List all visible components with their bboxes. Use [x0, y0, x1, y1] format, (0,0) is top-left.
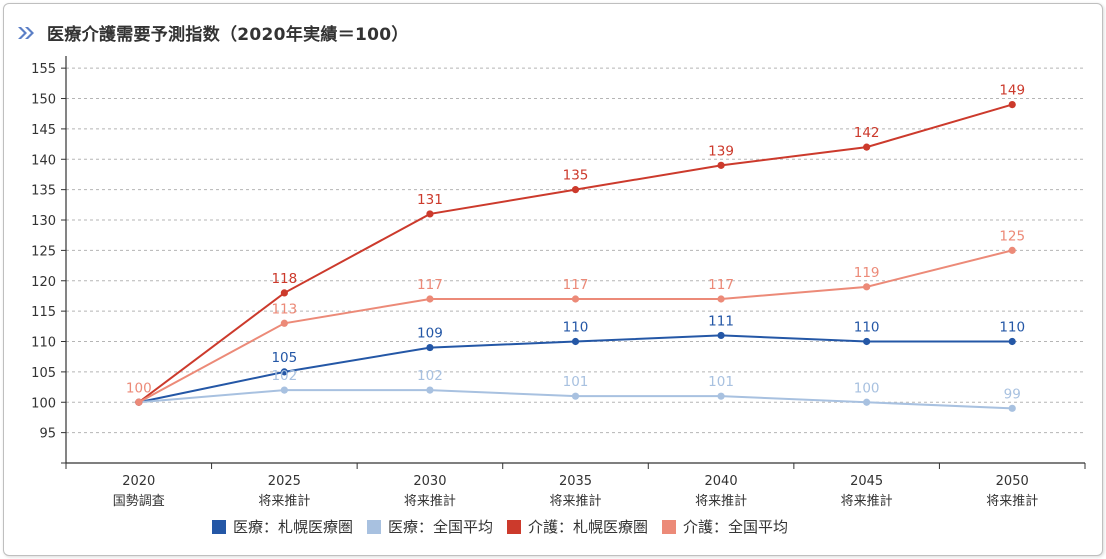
data-point-s3-2 [426, 295, 434, 303]
data-label-s0-6: 110 [999, 320, 1025, 336]
legend-item-0[interactable]: 医療：札幌医療圏 [212, 516, 353, 537]
legend-swatch-2 [507, 519, 522, 534]
data-point-s2-1 [280, 289, 288, 297]
legend-swatch-0 [212, 519, 226, 534]
data-label-s2-5: 142 [854, 125, 880, 141]
data-label-s2-4: 139 [708, 143, 734, 159]
series-line-2 [138, 103, 1013, 404]
chart-frame [3, 3, 1103, 556]
x-label-year-2040: 2040 [705, 474, 738, 489]
y-tick-label-95: 95 [39, 427, 56, 442]
x-label-sub-2050: 将来推計 [986, 493, 1038, 509]
data-label-s2-3: 135 [563, 168, 589, 184]
data-label-s3-2: 117 [417, 277, 443, 293]
x-label-sub-2030: 将来推計 [404, 493, 456, 509]
data-point-s1-5 [863, 398, 871, 406]
data-point-s3-4 [717, 295, 725, 303]
legend-label-1: 医療：全国平均 [388, 518, 494, 536]
y-tick-label-130: 130 [31, 214, 56, 229]
data-point-s0-2 [426, 343, 434, 352]
data-point-s1-1 [280, 386, 288, 394]
data-point-s2-3 [571, 186, 580, 194]
data-label-s3-1: 113 [271, 301, 297, 317]
y-tick-label-110: 110 [31, 336, 56, 351]
x-label-year-2030: 2030 [413, 474, 446, 489]
data-point-s2-4 [717, 161, 725, 169]
chart-header: 医療介護需要予測指数（2020年実績＝100） [17, 20, 409, 45]
x-label-sub-2020: 国勢調査 [113, 494, 165, 509]
double-chevron-icon [18, 26, 34, 39]
data-label-s1-4: 101 [708, 374, 734, 390]
y-tick-label-120: 120 [31, 275, 56, 290]
data-point-s1-2 [426, 386, 434, 394]
legend-label-0: 医療：札幌医療圏 [233, 518, 354, 536]
data-label-s3-5: 119 [854, 265, 880, 281]
data-point-s2-5 [863, 143, 871, 151]
chart-title: 医療介護需要予測指数（2020年実績＝100） [47, 25, 409, 45]
legend-item-2[interactable]: 介護：札幌医療圏 [507, 516, 648, 537]
data-point-s0-4 [717, 331, 725, 340]
data-point-s3-3 [571, 295, 580, 303]
legend-item-1[interactable]: 医療：全国平均 [367, 516, 493, 537]
data-label-s1-2: 102 [417, 368, 443, 384]
data-point-s3-5 [863, 283, 871, 291]
data-point-s0-6 [1008, 337, 1016, 346]
data-label-s0-4: 111 [708, 313, 734, 329]
data-point-s1-6 [1008, 404, 1016, 412]
legend: 医療：札幌医療圏 医療：全国平均 介護：札幌医療圏 介護：全国平均 [212, 516, 802, 537]
data-label-s1-1: 102 [271, 368, 297, 384]
x-label-year-2025: 2025 [268, 474, 301, 489]
data-point-s3-6 [1008, 246, 1016, 254]
y-tick-label-140: 140 [31, 153, 56, 168]
data-point-s3-1 [280, 319, 288, 327]
x-label-sub-2040: 将来推計 [695, 493, 747, 509]
data-point-s1-4 [717, 392, 725, 400]
data-label-s0-5: 110 [854, 320, 880, 336]
data-label-s0-3: 110 [563, 320, 589, 336]
y-tick-label-155: 155 [31, 62, 56, 77]
data-label-s1-6: 99 [1004, 386, 1021, 402]
data-label-s2-1: 118 [271, 271, 297, 287]
x-label-sub-2035: 将来推計 [549, 493, 601, 509]
x-label-year-2050: 2050 [996, 474, 1029, 489]
legend-item-3[interactable]: 介護：全国平均 [662, 516, 788, 537]
data-point-s3-0 [135, 398, 143, 406]
y-tick-label-150: 150 [31, 93, 56, 108]
data-point-s1-3 [571, 392, 580, 400]
x-label-year-2045: 2045 [850, 474, 883, 489]
y-tick-label-135: 135 [31, 184, 56, 199]
legend-swatch-1 [367, 519, 382, 534]
legend-swatch-3 [662, 519, 677, 534]
data-point-s2-2 [426, 210, 434, 218]
data-point-s2-6 [1008, 100, 1016, 109]
data-label-s3-4: 117 [708, 277, 734, 293]
y-tick-label-105: 105 [31, 366, 56, 381]
data-label-s2-2: 131 [417, 192, 443, 208]
data-point-s0-3 [571, 337, 580, 346]
data-label-s0-2: 109 [417, 326, 443, 342]
data-point-s0-1 [280, 368, 288, 376]
data-label-s3-6: 125 [999, 228, 1025, 244]
data-label-s2-6: 149 [999, 83, 1025, 99]
data-label-s3-0: 100 [126, 380, 152, 396]
x-label-year-2035: 2035 [559, 474, 592, 489]
legend-label-3: 介護：全国平均 [683, 518, 789, 536]
legend-label-2: 介護：札幌医療圏 [528, 518, 649, 536]
x-label-sub-2045: 将来推計 [841, 493, 893, 509]
data-label-s1-5: 100 [854, 380, 880, 396]
data-point-s0-5 [863, 337, 871, 346]
data-label-s3-3: 117 [563, 277, 589, 293]
y-tick-label-100: 100 [31, 396, 56, 411]
y-tick-label-145: 145 [31, 123, 56, 138]
y-tick-label-125: 125 [31, 244, 56, 259]
data-label-s0-1: 105 [271, 350, 297, 366]
x-label-year-2020: 2020 [122, 474, 155, 489]
y-tick-label-115: 115 [31, 305, 56, 320]
x-label-sub-2025: 将来推計 [258, 493, 310, 509]
data-label-s1-3: 101 [563, 374, 589, 390]
